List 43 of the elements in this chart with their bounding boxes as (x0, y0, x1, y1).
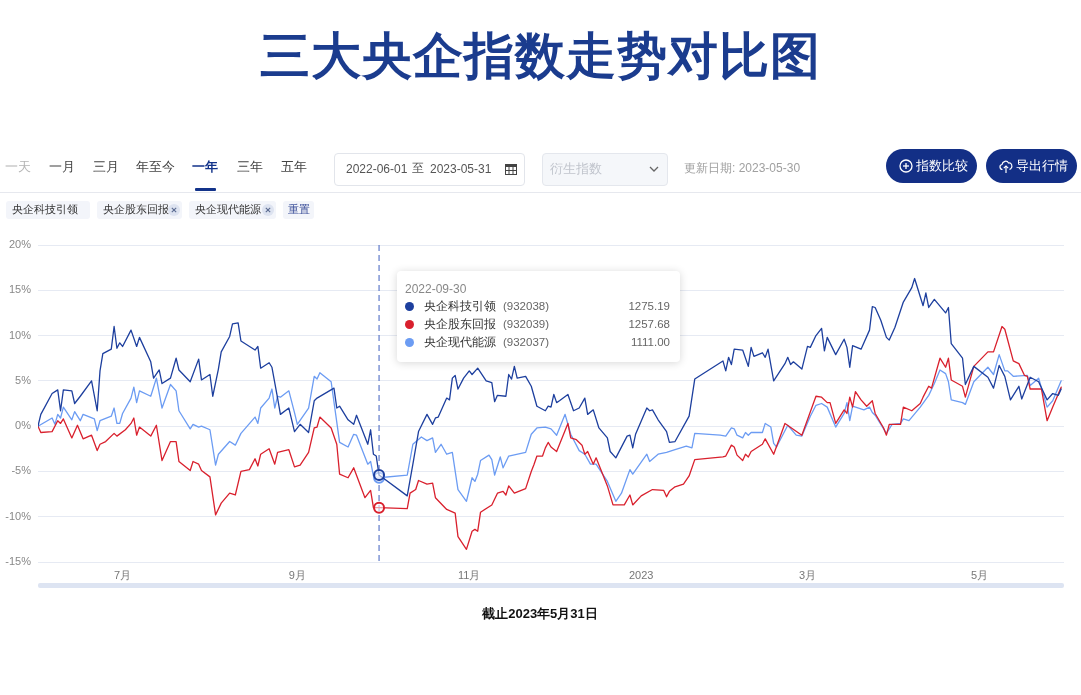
legend-label: 央企科技引领 (424, 299, 496, 314)
point (373, 501, 386, 514)
x-tick-label: 2023 (628, 568, 654, 581)
y-tick-label: 20% (8, 238, 32, 251)
annotation: (932039) (503, 318, 550, 332)
text: 重置 (288, 203, 310, 216)
y-tick-label: 0% (15, 419, 32, 432)
x-tick-label: 3月 (798, 568, 817, 581)
text: 2022-06-01 (346, 162, 408, 177)
x-tick-label: 11月 (458, 568, 481, 581)
annotation: 1111.00 (630, 336, 670, 350)
y-tick-label: -10% (5, 509, 32, 522)
text: 五年 (281, 160, 307, 175)
text: 至 (412, 161, 424, 176)
x-tick-label: 9月 (288, 568, 306, 581)
text: 更新日期: 2023-05-30 (684, 161, 801, 176)
y-tick-label: 15% (8, 283, 32, 296)
legend-label: 央企现代能源 (424, 335, 496, 350)
text: 截止2023年5月31日 (482, 606, 598, 622)
x-tick-label: 5月 (970, 568, 988, 581)
annotation: (932038) (503, 300, 550, 314)
text: 指数比较 (916, 158, 968, 174)
text: 三月 (93, 160, 119, 175)
annotation: 1257.68 (628, 318, 670, 332)
y-tick-label: 5% (15, 373, 32, 386)
legend-label: 央企股东回报 (424, 317, 496, 332)
text: 央企现代能源 (195, 203, 261, 215)
y-tick-label: -5% (11, 464, 32, 477)
text: 一年 (192, 160, 218, 175)
chart-title: 三大央企指数走势对比图 (259, 27, 822, 86)
annotation: 1275.19 (628, 300, 670, 314)
text: 三年 (237, 160, 263, 175)
text: 2023-05-31 (430, 162, 492, 177)
text: 一月 (49, 160, 75, 175)
y-tick-label: 10% (8, 328, 32, 341)
text: 央企股东回报 (103, 203, 169, 215)
annotation: 2022-09-30 (405, 282, 467, 297)
text: 导出行情 (1016, 158, 1068, 174)
text: 央企科技引领 (12, 203, 78, 215)
annotation: (932037) (503, 336, 550, 350)
y-tick-label: -15% (5, 555, 32, 568)
x-tick-label: 7月 (114, 568, 132, 581)
text: 年至今 (135, 160, 175, 175)
